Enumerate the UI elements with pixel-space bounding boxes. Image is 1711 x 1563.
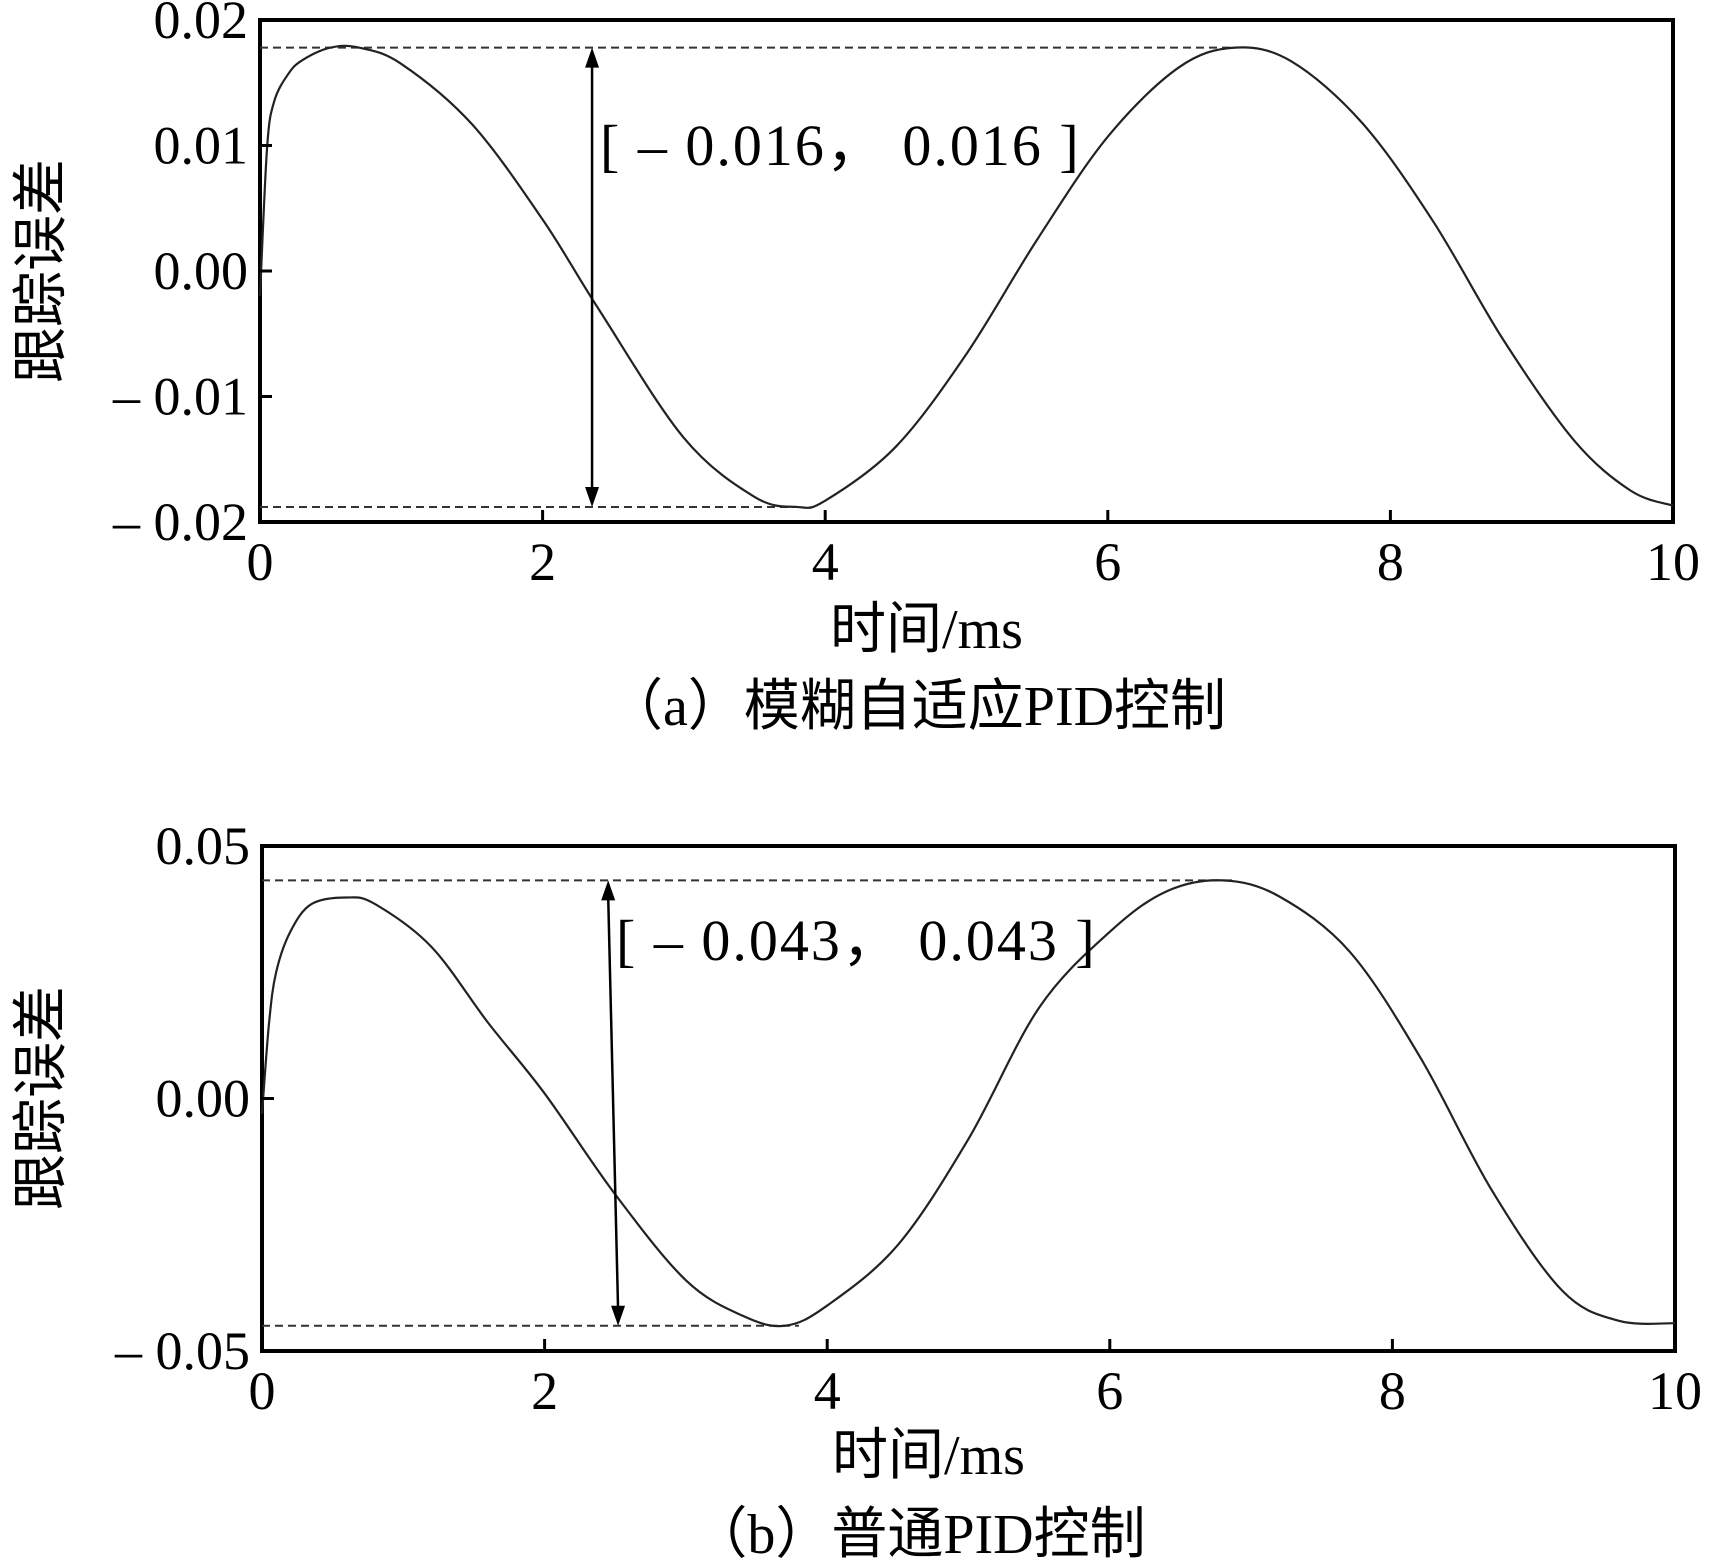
y-tick-label: 0.01 bbox=[154, 116, 249, 176]
range-arrow-head-up bbox=[585, 47, 600, 68]
x-tick-label: 4 bbox=[814, 1361, 841, 1421]
range-annotation: [ – 0.043， 0.043 ] bbox=[616, 908, 1097, 973]
plot-frame bbox=[258, 18, 1675, 524]
y-tick-label: – 0.05 bbox=[114, 1321, 250, 1381]
x-axis-label: 时间/ms bbox=[832, 1425, 1025, 1487]
x-tick-label: 2 bbox=[531, 1361, 558, 1421]
y-tick-label: 0.00 bbox=[156, 1069, 251, 1129]
y-tick-label: – 0.01 bbox=[112, 367, 248, 427]
y-axis-label: 跟踪误差 bbox=[11, 986, 73, 1210]
range-arrow-head-up bbox=[601, 880, 616, 901]
y-tick-label: 0.05 bbox=[156, 816, 251, 876]
x-tick-label: 4 bbox=[812, 532, 839, 592]
panel-caption: （b）普通PID控制 bbox=[691, 1504, 1145, 1563]
x-tick-label: 6 bbox=[1096, 1361, 1123, 1421]
chart-panel-b: 0 2 4 6 8 10 0.05 0.00 – 0.05 [ – 0.043， 0.043 ] 跟… bbox=[11, 816, 1702, 1563]
series-line bbox=[260, 879, 1676, 1328]
y-tick-label: 0.00 bbox=[154, 241, 249, 301]
range-arrow-head-down bbox=[611, 1305, 626, 1326]
panel-caption: （a）模糊自适应PID控制 bbox=[607, 676, 1226, 738]
chart-panel-a: 0 2 4 6 8 10 0.02 0.01 0.00 – 0.01 – 0.02 [ – 0.016… bbox=[11, 0, 1700, 738]
x-tick-label: 10 bbox=[1646, 532, 1700, 592]
x-tick-label: 10 bbox=[1648, 1361, 1702, 1421]
y-tick-label: 0.02 bbox=[154, 0, 249, 50]
y-tick-label: – 0.02 bbox=[112, 492, 248, 552]
range-arrow-shaft bbox=[606, 896, 620, 1310]
x-tick-label: 6 bbox=[1094, 532, 1121, 592]
x-tick-label: 8 bbox=[1377, 532, 1404, 592]
x-tick-label: 2 bbox=[529, 532, 556, 592]
range-arrow-head-down bbox=[585, 486, 600, 507]
series-line bbox=[258, 44, 1674, 509]
y-axis-label: 跟踪误差 bbox=[11, 159, 73, 383]
x-axis-label: 时间/ms bbox=[830, 599, 1023, 661]
x-tick-label: 0 bbox=[247, 532, 274, 592]
x-tick-label: 8 bbox=[1379, 1361, 1406, 1421]
range-annotation: [ – 0.016， 0.016 ] bbox=[600, 113, 1081, 178]
x-tick-label: 0 bbox=[249, 1361, 276, 1421]
